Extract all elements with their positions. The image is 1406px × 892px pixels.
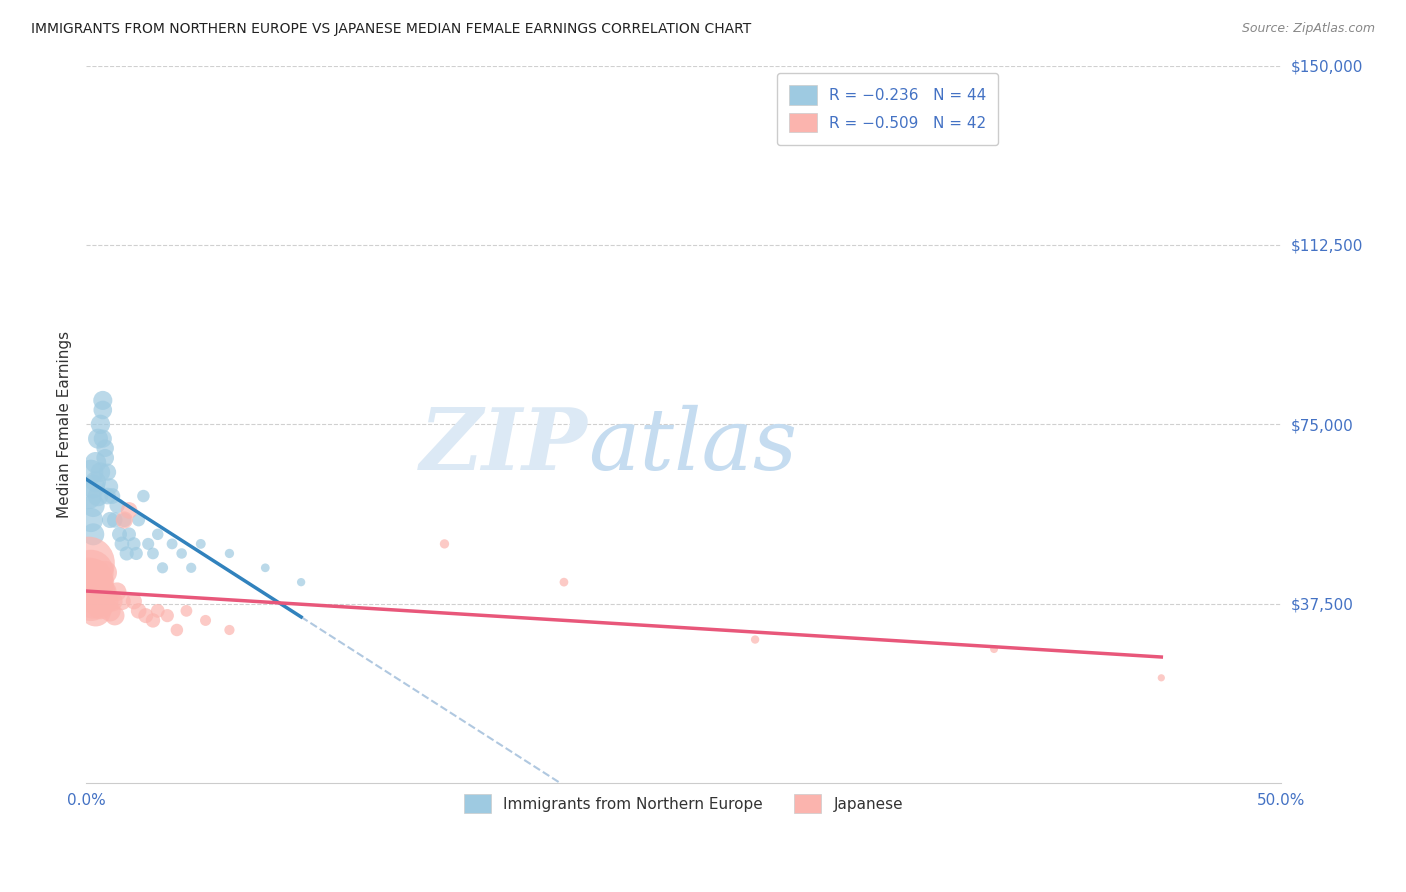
Point [87,594,110,608]
Point [105,499,128,513]
Point [97,465,120,479]
Point [98,479,121,493]
Text: ZIP: ZIP [420,404,588,488]
Point [128,604,150,618]
Point [176,604,198,618]
Point [142,614,165,628]
Point [89,599,111,613]
Point [97,594,120,608]
Point [101,489,124,503]
Point [553,575,575,590]
Point [118,527,141,541]
Point [94,450,117,465]
Point [80,566,103,580]
Point [254,561,277,575]
Point [101,594,124,608]
Point [105,584,128,599]
Point [112,513,135,527]
Point [983,642,1005,657]
Point [77,556,100,570]
Point [82,580,104,594]
Point [77,489,100,503]
Point [160,537,183,551]
Legend: Immigrants from Northern Europe, Japanese: Immigrants from Northern Europe, Japanes… [451,781,915,826]
Point [180,561,202,575]
Point [82,594,104,608]
Point [104,608,127,623]
Point [190,537,212,551]
Point [80,513,103,527]
Point [152,561,174,575]
Point [87,584,110,599]
Point [91,594,114,608]
Point [91,432,114,446]
Point [125,546,148,560]
Point [94,566,117,580]
Point [84,456,107,470]
Point [194,614,217,628]
Point [1150,671,1173,685]
Point [118,503,141,517]
Point [98,513,121,527]
Text: IMMIGRANTS FROM NORTHERN EUROPE VS JAPANESE MEDIAN FEMALE EARNINGS CORRELATION C: IMMIGRANTS FROM NORTHERN EUROPE VS JAPAN… [31,22,751,37]
Point [91,403,114,417]
Point [115,546,138,560]
Point [142,546,165,560]
Point [77,575,100,590]
Point [97,489,120,503]
Point [433,537,456,551]
Point [108,527,131,541]
Point [146,527,169,541]
Point [122,537,145,551]
Point [112,513,135,527]
Point [91,584,114,599]
Point [111,537,134,551]
Point [111,594,134,608]
Y-axis label: Median Female Earnings: Median Female Earnings [58,331,72,518]
Point [82,570,104,584]
Point [80,465,103,479]
Point [290,575,312,590]
Point [170,546,193,560]
Point [104,513,127,527]
Point [122,594,145,608]
Point [98,604,121,618]
Point [80,584,103,599]
Point [218,623,240,637]
Point [132,489,155,503]
Point [82,527,104,541]
Point [87,432,110,446]
Point [91,393,114,408]
Point [82,479,104,493]
Point [89,465,111,479]
Point [94,584,117,599]
Point [146,604,169,618]
Point [80,594,103,608]
Point [218,546,240,560]
Point [156,608,179,623]
Point [94,442,117,456]
Point [84,604,107,618]
Point [87,489,110,503]
Point [84,475,107,489]
Point [84,575,107,590]
Point [744,632,766,647]
Point [82,499,104,513]
Text: Source: ZipAtlas.com: Source: ZipAtlas.com [1241,22,1375,36]
Point [166,623,188,637]
Point [84,590,107,604]
Text: atlas: atlas [588,404,797,487]
Point [128,513,150,527]
Point [89,417,111,432]
Point [89,575,111,590]
Point [135,608,157,623]
Point [136,537,159,551]
